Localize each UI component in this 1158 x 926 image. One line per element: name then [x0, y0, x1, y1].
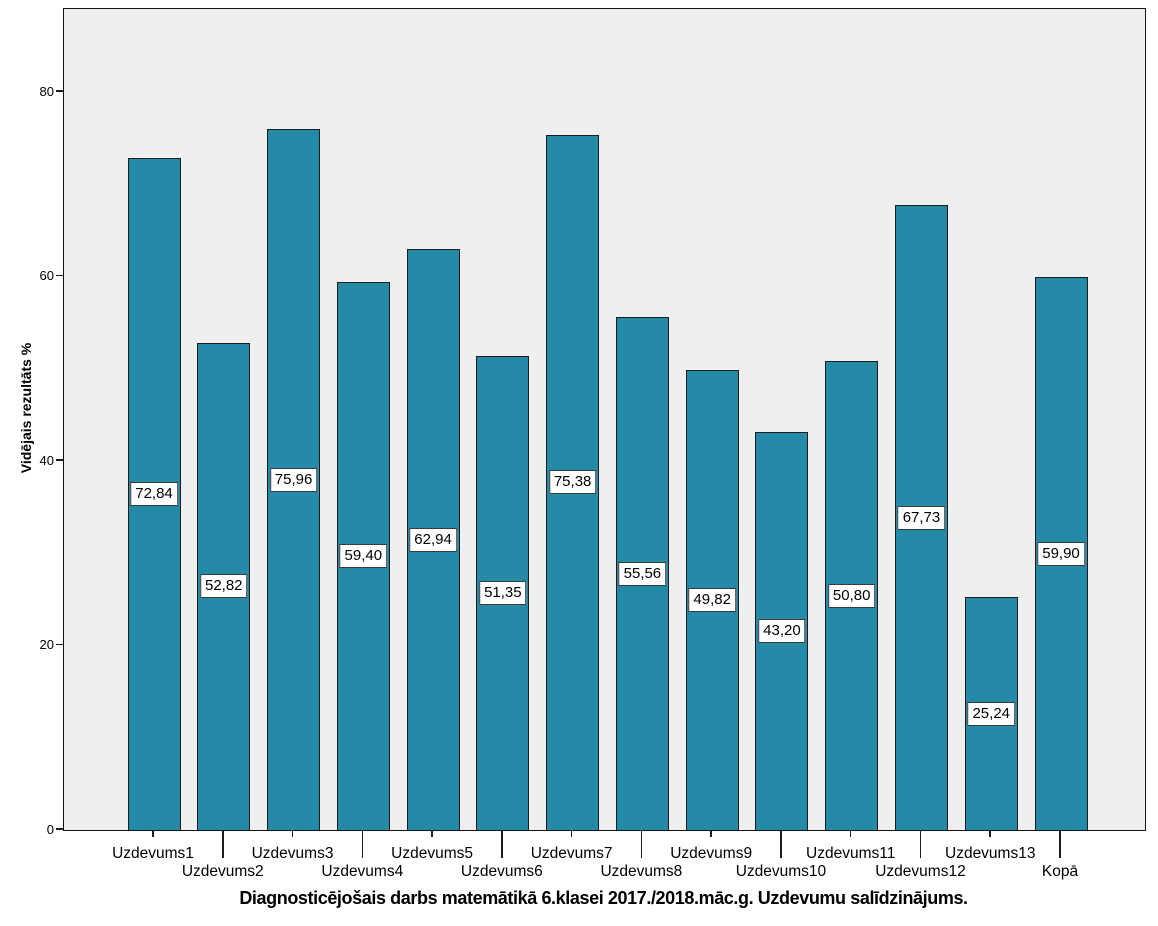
y-tick-mark	[56, 828, 63, 830]
category-label: Uzdevums8	[600, 863, 683, 880]
chart-title: Diagnosticējošais darbs matemātikā 6.kla…	[239, 888, 968, 908]
y-tick-label: 60	[39, 268, 54, 284]
x-tick	[222, 830, 224, 858]
x-tick	[152, 830, 154, 837]
x-tick	[501, 830, 503, 858]
category-label: Uzdevums5	[391, 845, 473, 862]
x-tick	[640, 830, 643, 858]
category-label: Uzdevums13	[945, 845, 1036, 862]
category-label: Uzdevums6	[460, 863, 543, 880]
y-tick-mark	[56, 90, 63, 92]
bar-value-label: 72,84	[130, 482, 178, 507]
y-tick-mark	[56, 459, 63, 461]
x-tick	[710, 830, 712, 837]
bar-value-label: 75,38	[548, 470, 597, 495]
y-tick-label: 0	[46, 821, 54, 837]
bar-value-label: 25,24	[967, 701, 1016, 726]
category-label: Uzdevums2	[181, 863, 264, 880]
x-tick	[291, 830, 294, 837]
category-label: Uzdevums7	[530, 845, 613, 862]
category-label: Uzdevums9	[670, 845, 753, 862]
category-label: Uzdevums3	[251, 845, 334, 862]
x-tick	[989, 830, 991, 837]
y-tick-label: 20	[39, 637, 54, 652]
x-tick	[361, 830, 364, 858]
y-tick-label: 80	[39, 83, 54, 99]
category-label: Uzdevums10	[735, 863, 827, 880]
bar-value-label: 49,82	[688, 588, 736, 613]
x-tick	[919, 830, 922, 858]
bar-value-label: 50,80	[827, 583, 876, 608]
x-tick	[849, 830, 852, 837]
x-tick	[431, 830, 433, 837]
bar-value-label: 75,96	[269, 467, 318, 492]
bar-value-label: 55,56	[618, 561, 667, 586]
category-label: Uzdevums1	[112, 845, 194, 862]
bar-value-label: 59,40	[339, 544, 388, 569]
y-tick-mark	[56, 274, 63, 277]
category-label: Uzdevums12	[875, 863, 966, 880]
y-axis-title: Vidējais rezultāts %	[18, 342, 34, 474]
category-label: Uzdevums11	[806, 845, 896, 862]
category-label: Kopā	[1041, 863, 1079, 880]
bar-value-label: 59,90	[1037, 541, 1085, 566]
bar-value-label: 51,35	[479, 581, 527, 606]
category-label: Uzdevums4	[321, 863, 404, 880]
x-tick	[780, 830, 782, 858]
bar-value-label: 67,73	[897, 505, 946, 530]
bar-value-label: 62,94	[409, 527, 457, 552]
plot-area: 72,84 52,82 75,96 59,40 62,94 51,35 75,38 55,56…	[63, 8, 1146, 831]
y-tick-mark	[56, 643, 63, 646]
bar-value-label: 43,20	[758, 618, 806, 643]
bar-value-label: 52,82	[199, 574, 248, 599]
y-tick-label: 40	[39, 452, 54, 468]
x-tick	[1059, 830, 1061, 858]
x-tick	[570, 830, 573, 837]
